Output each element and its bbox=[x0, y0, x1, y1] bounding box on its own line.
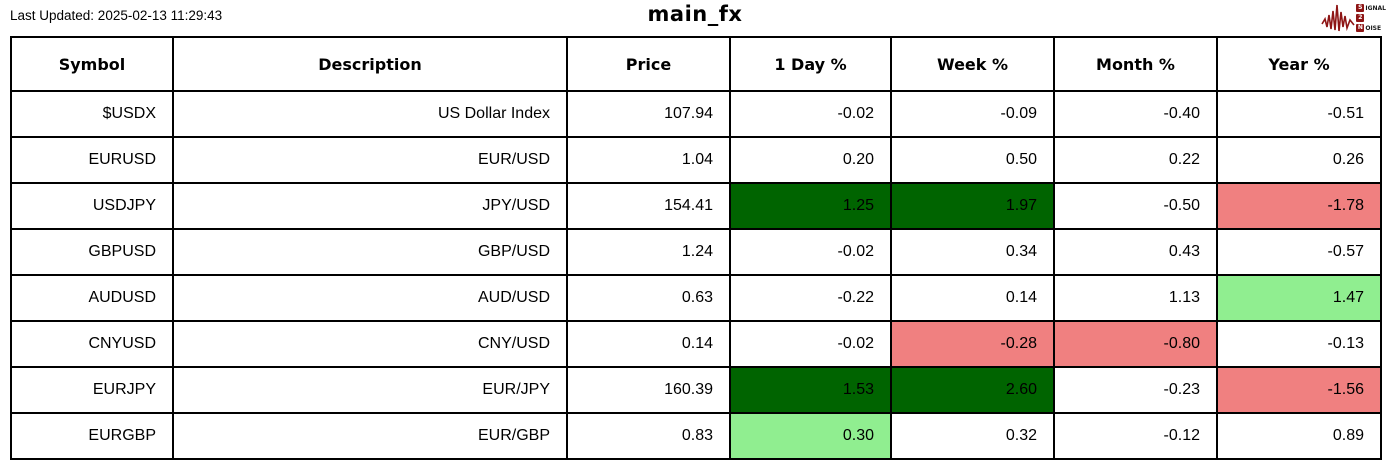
year-cell: -0.13 bbox=[1216, 320, 1382, 368]
week-cell: 0.50 bbox=[890, 136, 1055, 184]
signal2noise-logo: S IGNAL 2 N OISE bbox=[1321, 3, 1386, 33]
week-cell: 0.32 bbox=[890, 412, 1055, 460]
day1-cell: -0.02 bbox=[729, 320, 892, 368]
table-row: CNYUSD CNY/USD 0.14 -0.02 -0.28 -0.80 -0… bbox=[10, 320, 1382, 368]
week-cell: -0.28 bbox=[890, 320, 1055, 368]
logo-word-ignal: IGNAL bbox=[1365, 4, 1386, 12]
price-cell: 154.41 bbox=[566, 182, 731, 230]
table-row: EURJPY EUR/JPY 160.39 1.53 2.60 -0.23 -1… bbox=[10, 366, 1382, 414]
column-header-price: Price bbox=[566, 36, 731, 92]
month-cell: 0.22 bbox=[1053, 136, 1218, 184]
day1-cell: -0.22 bbox=[729, 274, 892, 322]
description-cell: EUR/USD bbox=[172, 136, 568, 184]
price-cell: 107.94 bbox=[566, 90, 731, 138]
description-cell: JPY/USD bbox=[172, 182, 568, 230]
symbol-cell: $USDX bbox=[10, 90, 174, 138]
table-row: GBPUSD GBP/USD 1.24 -0.02 0.34 0.43 -0.5… bbox=[10, 228, 1382, 276]
description-cell: AUD/USD bbox=[172, 274, 568, 322]
day1-cell: 1.25 bbox=[729, 182, 892, 230]
year-cell: 0.89 bbox=[1216, 412, 1382, 460]
page-title: main_fx bbox=[647, 2, 743, 26]
price-cell: 0.14 bbox=[566, 320, 731, 368]
logo-letter-n: N bbox=[1356, 24, 1365, 32]
waveform-icon bbox=[1321, 4, 1355, 32]
table-row: EURUSD EUR/USD 1.04 0.20 0.50 0.22 0.26 bbox=[10, 136, 1382, 184]
day1-cell: 0.30 bbox=[729, 412, 892, 460]
fx-table: Symbol Description Price 1 Day % Week % … bbox=[10, 36, 1382, 460]
week-cell: 0.14 bbox=[890, 274, 1055, 322]
description-cell: EUR/JPY bbox=[172, 366, 568, 414]
column-header-description: Description bbox=[172, 36, 568, 92]
month-cell: -0.40 bbox=[1053, 90, 1218, 138]
price-cell: 1.04 bbox=[566, 136, 731, 184]
description-cell: CNY/USD bbox=[172, 320, 568, 368]
day1-cell: -0.02 bbox=[729, 90, 892, 138]
month-cell: 0.43 bbox=[1053, 228, 1218, 276]
price-cell: 0.63 bbox=[566, 274, 731, 322]
year-cell: -1.56 bbox=[1216, 366, 1382, 414]
year-cell: -0.57 bbox=[1216, 228, 1382, 276]
month-cell: -0.12 bbox=[1053, 412, 1218, 460]
year-cell: -1.78 bbox=[1216, 182, 1382, 230]
symbol-cell: EURGBP bbox=[10, 412, 174, 460]
year-cell: -0.51 bbox=[1216, 90, 1382, 138]
day1-cell: 0.20 bbox=[729, 136, 892, 184]
week-cell: 1.97 bbox=[890, 182, 1055, 230]
price-cell: 1.24 bbox=[566, 228, 731, 276]
last-updated-text: Last Updated: 2025-02-13 11:29:43 bbox=[10, 8, 223, 23]
symbol-cell: CNYUSD bbox=[10, 320, 174, 368]
week-cell: -0.09 bbox=[890, 90, 1055, 138]
price-cell: 0.83 bbox=[566, 412, 731, 460]
week-cell: 0.34 bbox=[890, 228, 1055, 276]
price-cell: 160.39 bbox=[566, 366, 731, 414]
header-row: Symbol Description Price 1 Day % Week % … bbox=[10, 36, 1382, 92]
month-cell: -0.23 bbox=[1053, 366, 1218, 414]
symbol-cell: USDJPY bbox=[10, 182, 174, 230]
table-row: USDJPY JPY/USD 154.41 1.25 1.97 -0.50 -1… bbox=[10, 182, 1382, 230]
column-header-week: Week % bbox=[890, 36, 1055, 92]
logo-letter-s: S bbox=[1356, 4, 1365, 12]
column-header-month: Month % bbox=[1053, 36, 1218, 92]
table-row: $USDX US Dollar Index 107.94 -0.02 -0.09… bbox=[10, 90, 1382, 138]
week-cell: 2.60 bbox=[890, 366, 1055, 414]
table-row: AUDUSD AUD/USD 0.63 -0.22 0.14 1.13 1.47 bbox=[10, 274, 1382, 322]
description-cell: US Dollar Index bbox=[172, 90, 568, 138]
month-cell: 1.13 bbox=[1053, 274, 1218, 322]
table-row: EURGBP EUR/GBP 0.83 0.30 0.32 -0.12 0.89 bbox=[10, 412, 1382, 460]
logo-text: S IGNAL 2 N OISE bbox=[1356, 4, 1386, 33]
symbol-cell: EURJPY bbox=[10, 366, 174, 414]
year-cell: 1.47 bbox=[1216, 274, 1382, 322]
column-header-symbol: Symbol bbox=[10, 36, 174, 92]
symbol-cell: AUDUSD bbox=[10, 274, 174, 322]
logo-digit-2: 2 bbox=[1356, 14, 1365, 22]
symbol-cell: GBPUSD bbox=[10, 228, 174, 276]
description-cell: GBP/USD bbox=[172, 228, 568, 276]
day1-cell: -0.02 bbox=[729, 228, 892, 276]
description-cell: EUR/GBP bbox=[172, 412, 568, 460]
logo-word-oise: OISE bbox=[1365, 24, 1382, 32]
column-header-1day: 1 Day % bbox=[729, 36, 892, 92]
year-cell: 0.26 bbox=[1216, 136, 1382, 184]
month-cell: -0.50 bbox=[1053, 182, 1218, 230]
month-cell: -0.80 bbox=[1053, 320, 1218, 368]
symbol-cell: EURUSD bbox=[10, 136, 174, 184]
day1-cell: 1.53 bbox=[729, 366, 892, 414]
column-header-year: Year % bbox=[1216, 36, 1382, 92]
